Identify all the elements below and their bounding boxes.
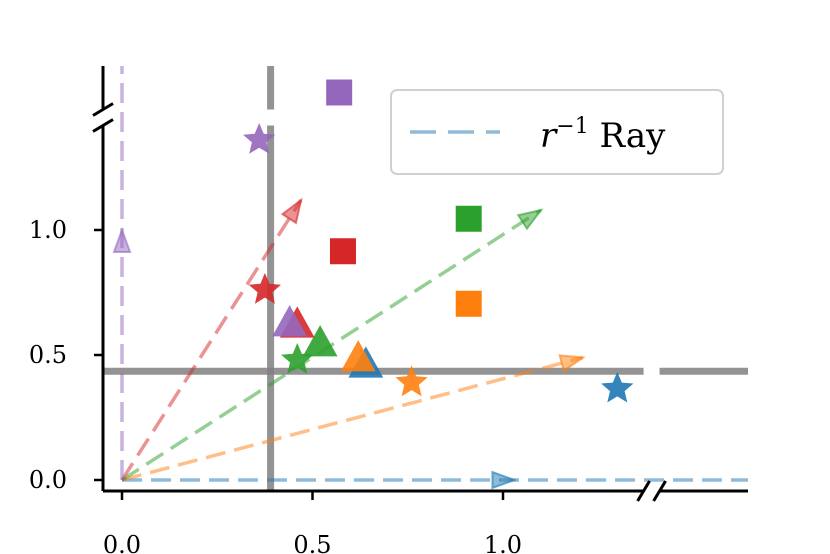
legend-label-exponent: −1 [556,114,588,139]
x-axis-break-mark-1 [652,480,667,502]
axes-layer: 0.0 0.5 1.0 0.0 0.5 1.0 [29,66,748,554]
marker-star-0 [601,371,634,403]
ray-arrowhead-4 [112,227,132,253]
marker-triangle-1 [340,340,376,372]
ray-arrowhead-2 [516,208,544,231]
legend-label-rest: Ray [589,116,666,156]
x-tick-label-1: 0.5 [293,531,331,554]
ray-line-2 [121,208,543,482]
markers-layer [243,79,634,403]
marker-square-3 [329,238,356,265]
marker-square-1 [455,290,482,317]
rays-layer [112,66,748,490]
marker-square-4 [326,79,353,106]
legend-box [390,89,724,175]
y-tick-label-0: 0.0 [29,466,67,494]
legend-label: r−1 Ray [540,114,666,156]
marker-triangle-4 [272,305,308,337]
marker-star-2 [281,343,314,374]
x-tick-label-0: 0.0 [103,531,141,554]
y-tick-label-1: 0.5 [29,341,67,369]
ray-line-1 [121,355,584,482]
x-axis-break-mark-0 [636,480,651,502]
legend: r−1 Ray [390,89,724,175]
marker-triangle-2 [302,325,338,357]
y-axis-break-mark-1 [92,118,114,133]
ray-arrowhead-3 [280,197,303,225]
marker-star-1 [395,365,428,397]
marker-star-3 [248,273,281,304]
ray-arrowhead-0 [491,470,518,490]
ray-line-3 [120,199,303,481]
x-tick-label-2: 1.0 [484,531,522,554]
marker-square-2 [455,205,482,232]
y-axis-break-mark-0 [92,102,114,117]
marker-star-4 [243,123,276,154]
legend-label-symbol: r [540,116,558,156]
ray-arrowhead-1 [558,354,586,373]
y-tick-label-2: 1.0 [29,216,67,244]
